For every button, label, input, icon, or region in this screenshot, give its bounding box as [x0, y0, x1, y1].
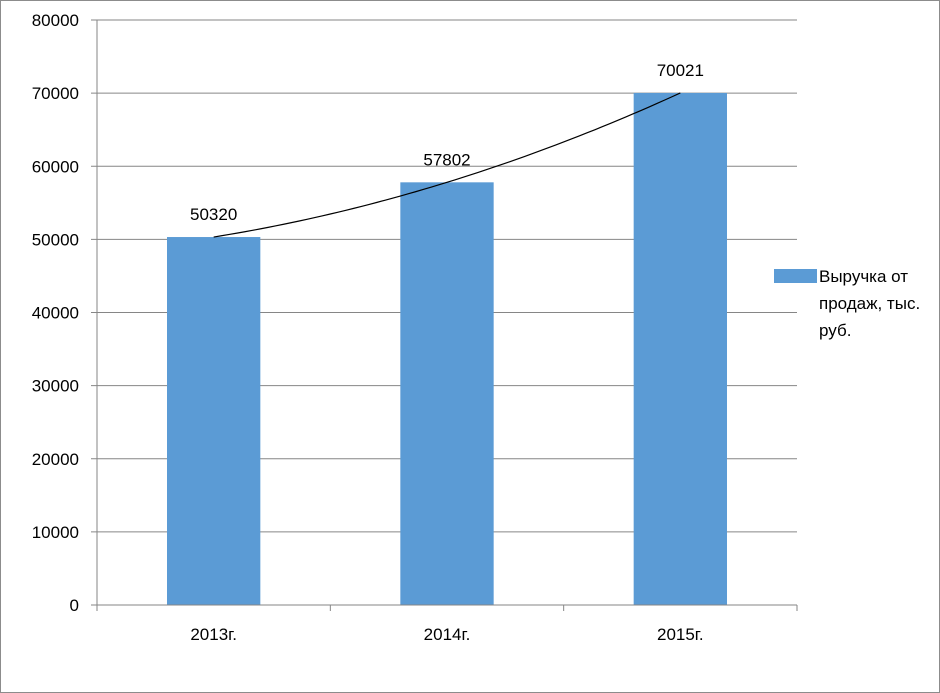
- x-tick-label: 2014г.: [424, 625, 471, 644]
- axes: 0 10000 20000 30000 40000 50000 60000 70000 8000…: [32, 11, 798, 644]
- legend-swatch: [774, 269, 817, 283]
- y-tick-label: 70000: [32, 84, 79, 103]
- legend-series-label: Выручка от продаж, тыс. руб.: [819, 267, 921, 340]
- data-labels: 50320 57802 70021: [190, 61, 704, 224]
- bar: [167, 237, 261, 605]
- y-tick-label: 50000: [32, 230, 79, 249]
- y-tick-label: 30000: [32, 377, 79, 396]
- trendline: [213, 92, 681, 238]
- bar: [400, 182, 494, 605]
- y-tick-label: 40000: [32, 304, 79, 323]
- bars: [167, 92, 727, 605]
- data-label: 57802: [423, 150, 470, 169]
- trendline-curve: [213, 92, 681, 238]
- y-tick-label: 10000: [32, 523, 79, 542]
- y-tick-label: 0: [70, 596, 79, 615]
- x-tick-label: 2015г.: [657, 625, 704, 644]
- y-tick-label: 20000: [32, 450, 79, 469]
- x-tick-label: 2013г.: [190, 625, 237, 644]
- y-tick-label: 60000: [32, 157, 79, 176]
- data-label: 70021: [657, 61, 704, 80]
- bar: [633, 92, 727, 605]
- y-tick-label: 80000: [32, 11, 79, 30]
- data-label: 50320: [190, 205, 237, 224]
